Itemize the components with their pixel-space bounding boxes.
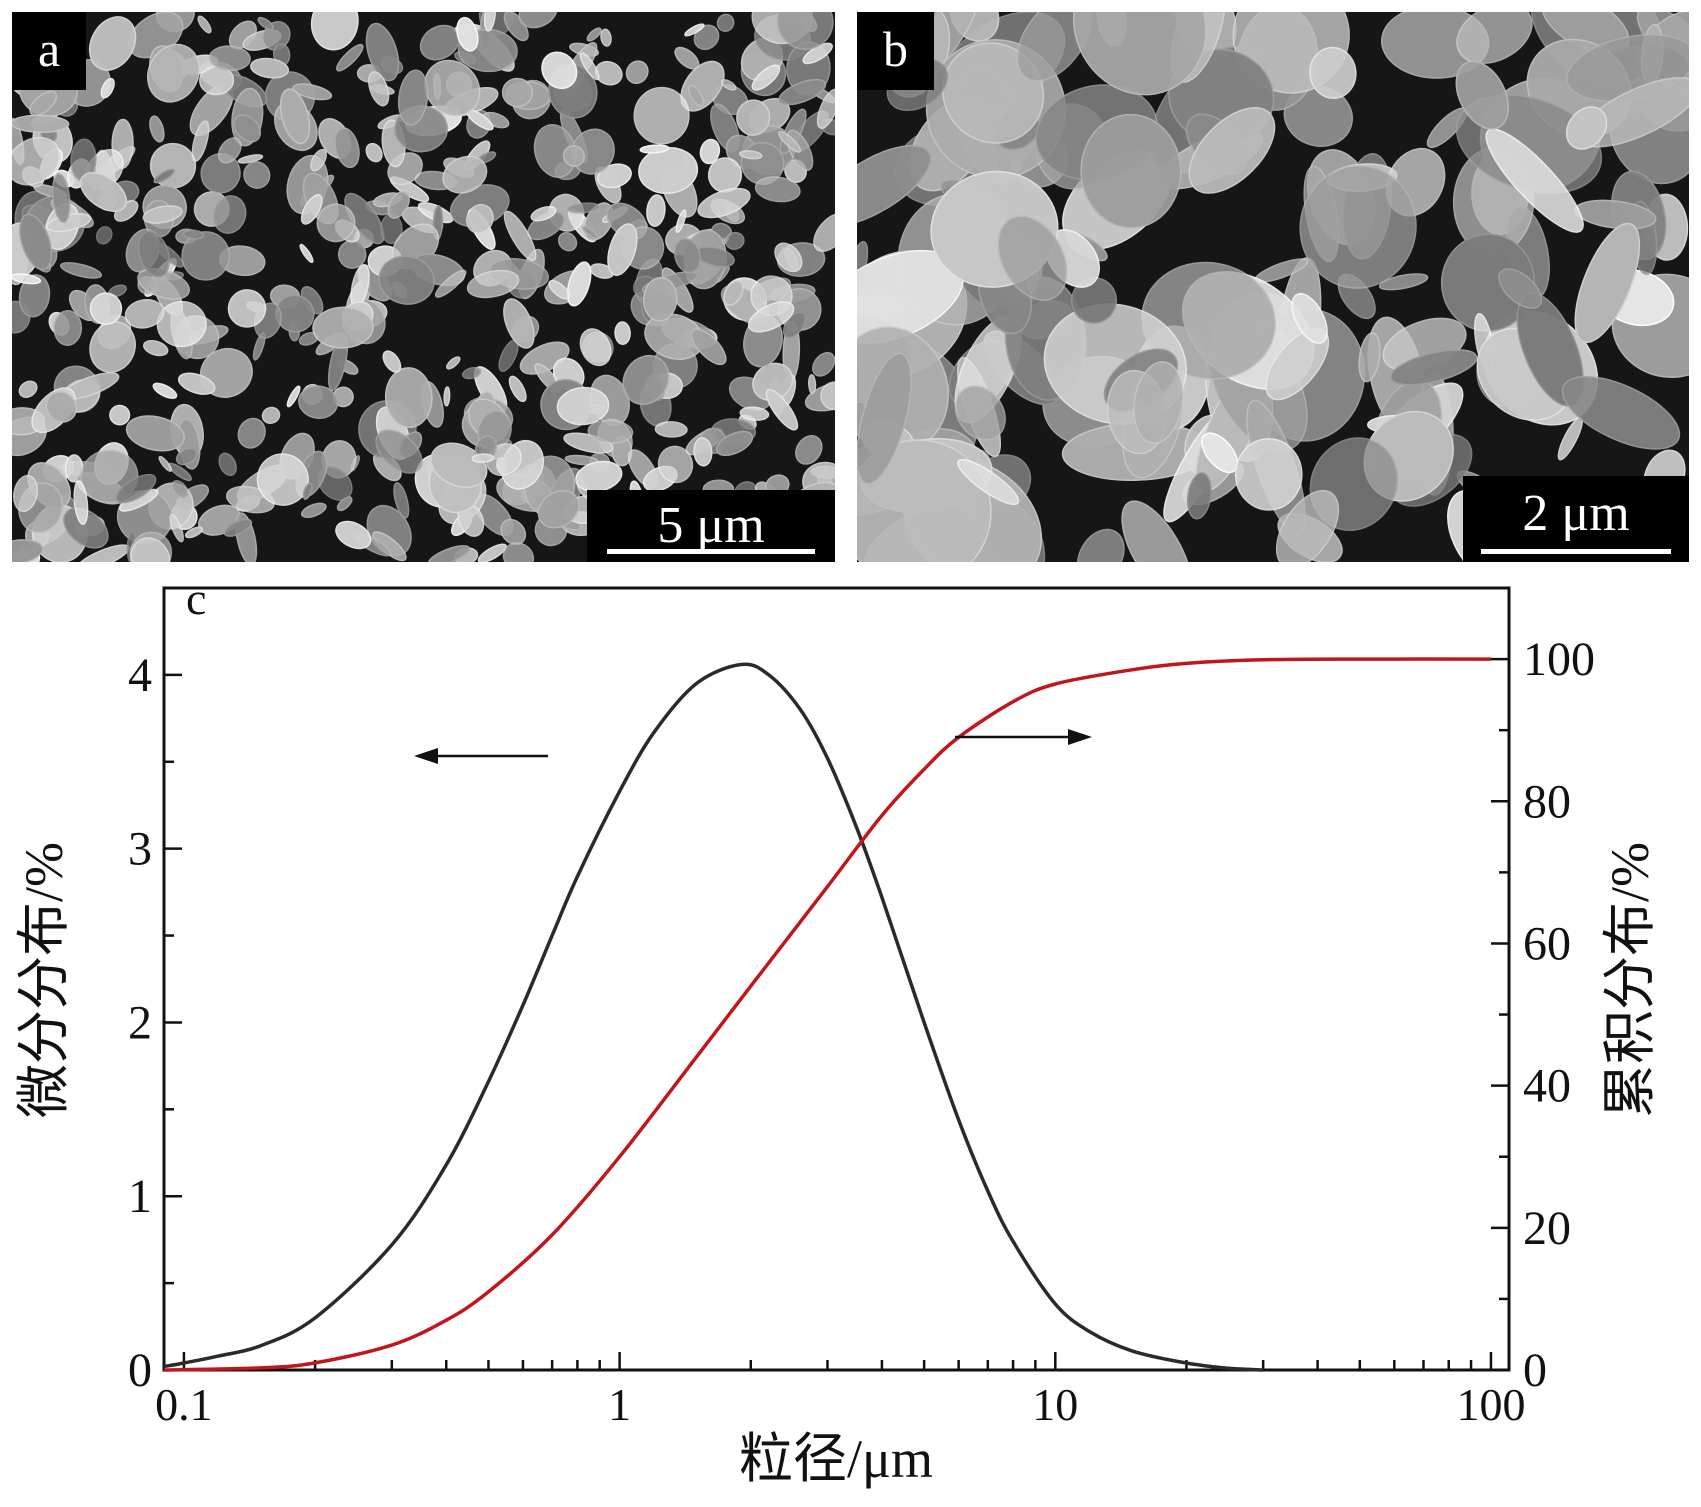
y-right-tick-label: 80 xyxy=(1523,775,1571,828)
cumulative-distribution-line xyxy=(163,657,1492,1372)
scale-bar-text-b: 2 μm xyxy=(1522,485,1630,542)
y-right-tick-label: 60 xyxy=(1523,917,1571,970)
panel-label-a: a xyxy=(12,12,87,90)
y-left-tick-label: 4 xyxy=(128,649,152,702)
sem-micrograph-b xyxy=(857,12,1689,562)
scale-bar-b: 2 μm xyxy=(1463,476,1689,562)
x-tick-label: 10 xyxy=(1032,1379,1078,1430)
y-axis-left-label: 微分分布/% xyxy=(14,842,74,1118)
x-tick-label: 100 xyxy=(1456,1379,1525,1430)
y-left-tick-label: 3 xyxy=(128,823,152,876)
y-axis-left: 0 1 2 3 4 xyxy=(128,586,182,1397)
y-axis-right-label: 累积分布/% xyxy=(1600,842,1660,1118)
y-right-tick-label: 0 xyxy=(1523,1344,1547,1397)
plot-frame xyxy=(162,586,1511,1372)
x-tick-label: 0.1 xyxy=(155,1379,213,1430)
x-axis-label: 粒径/μm xyxy=(739,1429,933,1489)
left-arrow-annotation xyxy=(414,748,548,764)
y-right-tick-label: 20 xyxy=(1523,1202,1571,1255)
scale-bar-a: 5 μm xyxy=(587,490,835,562)
scale-bar-line-a xyxy=(607,549,815,554)
sem-image-b: b 2 μm xyxy=(857,12,1689,562)
panel-label-b: b xyxy=(857,12,934,90)
particle-size-chart: 0.1 1 10 100 0 1 2 3 4 0 20 40 60 80 100 c 粒径/μm 微分分… xyxy=(14,580,1660,1489)
x-tick-label: 1 xyxy=(608,1379,631,1430)
y-left-tick-label: 1 xyxy=(128,1170,152,1223)
right-arrow-annotation xyxy=(955,729,1092,745)
x-axis: 0.1 1 10 100 xyxy=(155,1352,1525,1430)
y-right-tick-label: 100 xyxy=(1523,633,1595,686)
differential-distribution-line xyxy=(163,662,1264,1372)
scale-bar-text-a: 5 μm xyxy=(657,497,765,554)
sem-micrograph-a xyxy=(12,12,835,562)
y-left-tick-label: 2 xyxy=(128,996,152,1049)
scale-bar-line-b xyxy=(1481,549,1671,554)
y-axis-right: 0 20 40 60 80 100 xyxy=(1491,586,1595,1397)
panel-label-c: c xyxy=(186,580,206,624)
sem-image-a: a 5 μm xyxy=(12,12,835,562)
y-left-tick-label: 0 xyxy=(128,1344,152,1397)
y-right-tick-label: 40 xyxy=(1523,1060,1571,1113)
